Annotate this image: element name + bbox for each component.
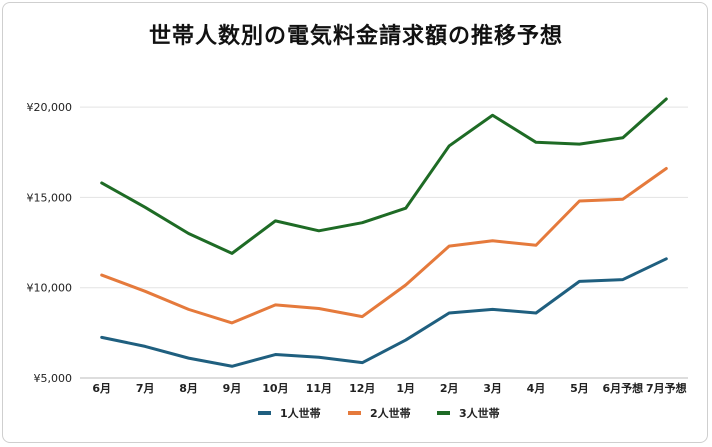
legend-label: 3人世帯 — [459, 406, 500, 420]
chart-title: 世帯人数別の電気料金請求額の推移予想 — [148, 24, 563, 49]
y-tick-label: ¥10,000 — [27, 282, 73, 295]
y-tick-label: ¥5,000 — [34, 372, 73, 385]
x-tick-label: 12月 — [349, 382, 375, 395]
y-axis-ticks: ¥5,000 ¥10,000 ¥15,000 ¥20,000 — [27, 101, 73, 385]
x-axis-ticks: 6月 7月 8月 9月 10月 11月 12月 1月 2月 3月 4月 5月 6月予想 7月予想 — [92, 381, 686, 395]
series-line-2 — [100, 166, 668, 325]
x-tick-label: 1月 — [396, 382, 415, 395]
x-tick-label: 5月 — [570, 382, 589, 395]
x-tick-label: 9月 — [223, 382, 242, 395]
grid-lines — [80, 106, 688, 379]
x-tick-label: 11月 — [306, 382, 332, 395]
x-tick-label: 6月予想 — [603, 381, 644, 395]
x-tick-label: 3月 — [483, 382, 502, 395]
x-tick-label: 7月予想 — [646, 381, 687, 395]
series-line-3 — [100, 97, 668, 255]
x-tick-label: 4月 — [527, 382, 546, 395]
legend: 1人世帯 2人世帯 3人世帯 — [258, 406, 500, 420]
series-line-1 — [100, 257, 668, 368]
y-tick-label: ¥15,000 — [27, 191, 73, 204]
legend-label: 2人世帯 — [370, 406, 411, 420]
chart-frame — [2, 2, 708, 443]
legend-label: 1人世帯 — [280, 406, 321, 420]
x-tick-label: 2月 — [440, 382, 459, 395]
x-tick-label: 10月 — [262, 382, 288, 395]
x-tick-label: 8月 — [179, 382, 198, 395]
series-lines — [100, 97, 668, 368]
x-tick-label: 7月 — [136, 382, 155, 395]
x-tick-label: 6月 — [92, 382, 111, 395]
y-tick-label: ¥20,000 — [27, 101, 73, 114]
